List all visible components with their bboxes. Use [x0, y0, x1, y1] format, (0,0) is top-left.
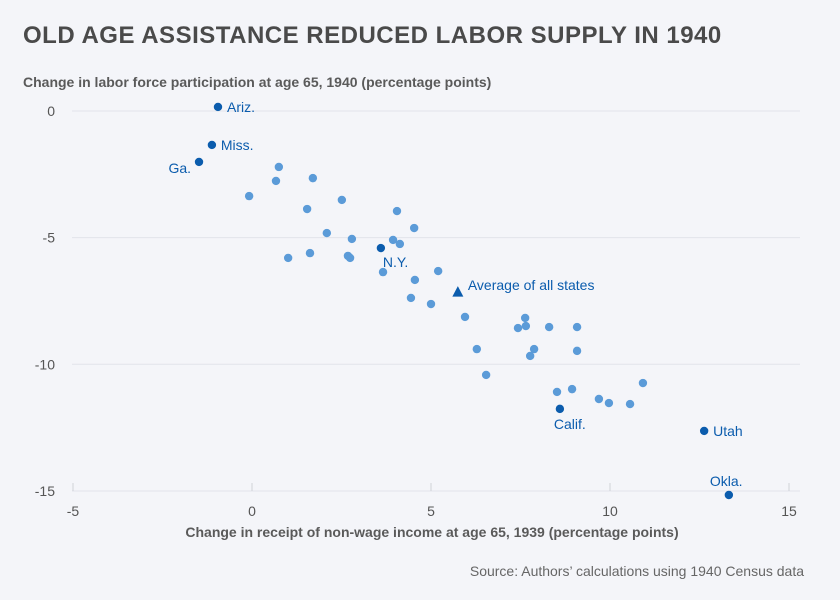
highlighted-point	[699, 426, 709, 436]
data-point	[513, 323, 523, 333]
point-label: Ga.	[168, 160, 191, 176]
data-point	[552, 387, 562, 397]
data-point	[460, 312, 470, 322]
y-tick-label: -15	[35, 483, 55, 499]
data-point	[392, 206, 402, 216]
data-point	[544, 322, 554, 332]
x-tick-label: 0	[248, 503, 256, 519]
y-axis-ticks: 0 -5 -10 -15	[35, 103, 55, 499]
data-point	[322, 228, 332, 238]
point-label: Calif.	[554, 416, 586, 432]
data-point	[572, 346, 582, 356]
data-point	[525, 351, 535, 361]
data-point	[604, 398, 614, 408]
data-point	[521, 321, 531, 331]
data-point	[337, 195, 347, 205]
y-axis-label: Change in labor force participation at a…	[23, 74, 492, 90]
data-point	[625, 399, 635, 409]
y-tick-label: 0	[47, 103, 55, 119]
data-point	[347, 234, 357, 244]
highlighted-point	[207, 140, 217, 150]
data-point	[472, 344, 482, 354]
data-point	[395, 239, 405, 249]
highlighted-point	[724, 490, 734, 500]
highlighted-point	[555, 404, 565, 414]
data-point	[271, 176, 281, 186]
data-points	[194, 102, 734, 500]
scatter-chart: 0 -5 -10 -15 -5 0 5 10 15 Ariz. Miss. Ga. N.Y. Cali…	[35, 99, 800, 540]
average-marker	[452, 286, 464, 297]
data-point	[410, 275, 420, 285]
point-label: Miss.	[221, 137, 254, 153]
data-point	[529, 344, 539, 354]
highlighted-point	[213, 102, 223, 112]
data-point	[388, 235, 398, 245]
data-point	[378, 267, 388, 277]
x-tick-label: 5	[427, 503, 435, 519]
data-point	[433, 266, 443, 276]
point-label: N.Y.	[383, 254, 408, 270]
data-point	[409, 223, 419, 233]
data-point	[244, 191, 254, 201]
data-point	[345, 253, 355, 263]
x-axis-label: Change in receipt of non-wage income at …	[185, 524, 678, 540]
source-note: Source: Authors’ calculations using 1940…	[469, 563, 804, 579]
average-label: Average of all states	[468, 277, 595, 293]
gridlines	[72, 110, 800, 492]
data-point	[302, 204, 312, 214]
x-tick-label: 15	[781, 503, 797, 519]
data-point	[520, 313, 530, 323]
data-point	[308, 173, 318, 183]
chart-title: OLD AGE ASSISTANCE REDUCED LABOR SUPPLY …	[23, 22, 722, 49]
data-point	[274, 162, 284, 172]
y-tick-label: -5	[43, 230, 56, 246]
data-point	[572, 322, 582, 332]
x-axis-ticks: -5 0 5 10 15	[67, 482, 797, 519]
point-labels: Ariz. Miss. Ga. N.Y. Calif. Utah Okla. Average …	[168, 99, 742, 489]
point-label: Utah	[713, 423, 743, 439]
highlighted-point	[194, 157, 204, 167]
point-label: Okla.	[710, 473, 743, 489]
data-point	[594, 394, 604, 404]
x-tick-label: -5	[67, 503, 80, 519]
data-point	[567, 384, 577, 394]
data-point	[481, 370, 491, 380]
data-point	[305, 248, 315, 258]
data-point	[283, 253, 293, 263]
point-label: Ariz.	[227, 99, 255, 115]
data-point	[638, 378, 648, 388]
y-tick-label: -10	[35, 356, 55, 372]
highlighted-point	[376, 243, 386, 253]
data-point	[426, 299, 436, 309]
x-tick-label: 10	[602, 503, 618, 519]
data-point	[406, 293, 416, 303]
